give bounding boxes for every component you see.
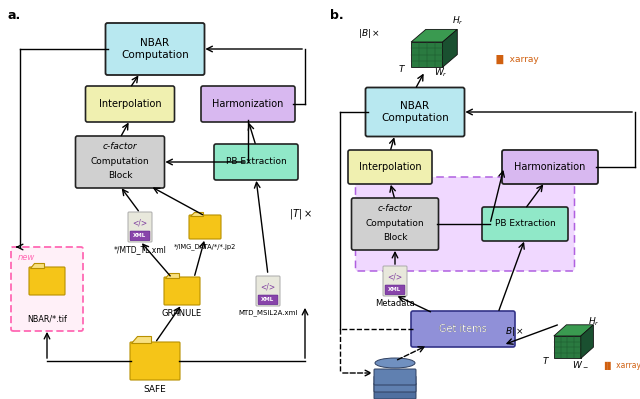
Text: $|B|\times$: $|B|\times$ bbox=[358, 26, 380, 40]
FancyBboxPatch shape bbox=[164, 277, 200, 305]
Text: $W_-$: $W_-$ bbox=[572, 359, 589, 369]
Text: Get items: Get items bbox=[439, 324, 487, 334]
Text: XML: XML bbox=[261, 297, 275, 302]
Text: Interpolation: Interpolation bbox=[358, 162, 421, 172]
FancyBboxPatch shape bbox=[76, 136, 164, 188]
Text: ▐▌ xarray: ▐▌ xarray bbox=[602, 361, 640, 371]
FancyBboxPatch shape bbox=[411, 311, 515, 347]
Text: Block: Block bbox=[108, 171, 132, 180]
Text: Block: Block bbox=[383, 233, 407, 242]
Polygon shape bbox=[411, 30, 458, 42]
Text: b.: b. bbox=[330, 9, 344, 22]
Polygon shape bbox=[581, 325, 593, 358]
FancyBboxPatch shape bbox=[128, 212, 152, 242]
Text: c-factor: c-factor bbox=[378, 204, 412, 213]
FancyBboxPatch shape bbox=[11, 247, 83, 331]
FancyBboxPatch shape bbox=[355, 177, 575, 271]
Text: </>: </> bbox=[387, 272, 403, 281]
Text: $H_r$: $H_r$ bbox=[588, 316, 600, 328]
Polygon shape bbox=[443, 30, 458, 67]
Text: NBAR
Computation: NBAR Computation bbox=[381, 101, 449, 123]
Text: c-factor: c-factor bbox=[102, 142, 138, 151]
Polygon shape bbox=[411, 42, 443, 67]
Text: Interpolation: Interpolation bbox=[99, 99, 161, 109]
Polygon shape bbox=[30, 263, 44, 268]
FancyBboxPatch shape bbox=[130, 231, 150, 241]
Text: a.: a. bbox=[8, 9, 21, 22]
FancyBboxPatch shape bbox=[383, 266, 407, 296]
Text: NBAR
Computation: NBAR Computation bbox=[121, 38, 189, 60]
FancyBboxPatch shape bbox=[189, 215, 221, 239]
Text: GRANULE: GRANULE bbox=[162, 309, 202, 318]
Text: </>: </> bbox=[132, 218, 148, 227]
Text: $T$: $T$ bbox=[542, 354, 550, 365]
Text: PB Extraction: PB Extraction bbox=[495, 219, 556, 229]
FancyBboxPatch shape bbox=[374, 369, 416, 385]
Polygon shape bbox=[165, 273, 179, 278]
Polygon shape bbox=[190, 211, 203, 216]
FancyBboxPatch shape bbox=[86, 86, 175, 122]
FancyBboxPatch shape bbox=[258, 295, 278, 304]
Text: Computation: Computation bbox=[91, 157, 149, 166]
Ellipse shape bbox=[375, 358, 415, 368]
FancyBboxPatch shape bbox=[365, 87, 465, 136]
Text: */MTD_TL.xml: */MTD_TL.xml bbox=[113, 245, 166, 254]
Text: $T$: $T$ bbox=[398, 63, 406, 75]
Text: Get items: Get items bbox=[439, 324, 487, 334]
FancyBboxPatch shape bbox=[201, 86, 295, 122]
FancyBboxPatch shape bbox=[214, 144, 298, 180]
Text: $|T|\times$: $|T|\times$ bbox=[289, 207, 312, 221]
Text: SAFE: SAFE bbox=[143, 385, 166, 394]
Polygon shape bbox=[131, 336, 151, 343]
FancyBboxPatch shape bbox=[106, 23, 205, 75]
Text: Harmonization: Harmonization bbox=[212, 99, 284, 109]
Text: new: new bbox=[18, 253, 35, 261]
FancyBboxPatch shape bbox=[482, 207, 568, 241]
Text: XML: XML bbox=[133, 233, 147, 238]
Text: XML: XML bbox=[388, 287, 402, 292]
Text: PB Extraction: PB Extraction bbox=[226, 158, 286, 166]
Text: ▐▌ xarray: ▐▌ xarray bbox=[493, 54, 539, 63]
Text: </>: </> bbox=[260, 282, 276, 291]
FancyBboxPatch shape bbox=[29, 267, 65, 295]
Polygon shape bbox=[554, 336, 581, 358]
FancyBboxPatch shape bbox=[374, 383, 416, 399]
Text: Metadata: Metadata bbox=[375, 299, 415, 308]
Text: Computation: Computation bbox=[365, 219, 424, 228]
FancyBboxPatch shape bbox=[348, 150, 432, 184]
Text: ☁: ☁ bbox=[388, 396, 402, 399]
Text: $B|\times$: $B|\times$ bbox=[505, 326, 524, 338]
Text: $H_r$: $H_r$ bbox=[452, 15, 464, 27]
FancyBboxPatch shape bbox=[385, 285, 405, 294]
FancyBboxPatch shape bbox=[502, 150, 598, 184]
FancyBboxPatch shape bbox=[351, 198, 438, 250]
FancyBboxPatch shape bbox=[256, 276, 280, 306]
Text: $W_r$: $W_r$ bbox=[434, 67, 448, 79]
Text: Harmonization: Harmonization bbox=[515, 162, 586, 172]
FancyBboxPatch shape bbox=[130, 342, 180, 380]
Text: */IMG_DATA/*/*.jp2: */IMG_DATA/*/*.jp2 bbox=[174, 243, 236, 250]
FancyBboxPatch shape bbox=[374, 376, 416, 392]
Text: NBAR/*.tif: NBAR/*.tif bbox=[27, 314, 67, 323]
Polygon shape bbox=[554, 325, 593, 336]
Text: MTD_MSIL2A.xml: MTD_MSIL2A.xml bbox=[238, 309, 298, 316]
